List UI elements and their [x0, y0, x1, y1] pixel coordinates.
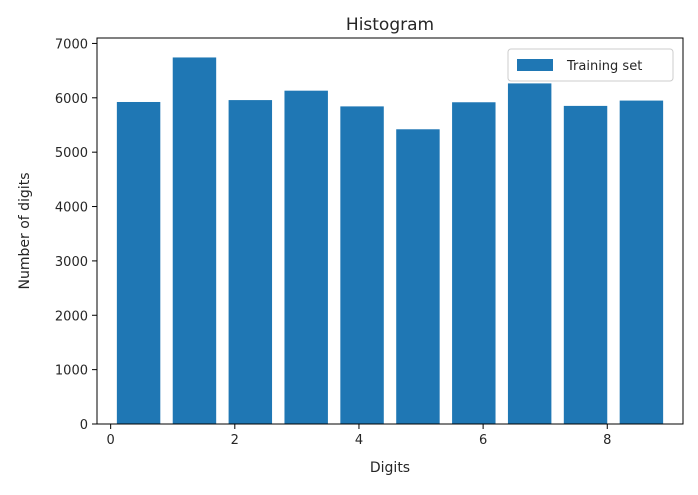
bars-group: [116, 57, 664, 425]
bar-1: [172, 57, 217, 425]
x-axis-label: Digits: [370, 460, 410, 476]
bar-7: [507, 83, 552, 425]
y-tick-label: 5000: [55, 146, 88, 161]
legend-label: Training set: [566, 59, 642, 74]
plot-frame: [96, 37, 684, 425]
legend: Training set: [507, 48, 674, 82]
bar-2: [228, 100, 273, 424]
y-tick-label: 2000: [55, 309, 88, 324]
x-tick-label: 0: [107, 433, 115, 448]
chart-title: Histogram: [346, 15, 434, 35]
y-tick-label: 1000: [55, 364, 88, 379]
y-tick-label: 4000: [55, 201, 88, 216]
y-tick-label: 7000: [55, 37, 88, 52]
x-tick-label: 2: [231, 433, 239, 448]
bar-4: [340, 106, 384, 424]
y-tick-label: 3000: [55, 255, 88, 270]
bar-9: [619, 100, 664, 424]
y-tick-label: 0: [80, 418, 88, 433]
bar-0: [116, 101, 161, 425]
x-tick-label: 4: [355, 433, 363, 448]
y-tick-label: 6000: [55, 92, 88, 107]
legend-box: [507, 48, 674, 82]
x-tick-label: 8: [603, 433, 611, 448]
y-axis-label: Number of digits: [17, 173, 33, 290]
bar-3: [284, 90, 328, 425]
legend-swatch: [517, 59, 553, 71]
bar-6: [452, 102, 496, 424]
y-axis-ticks: 0 1000 2000 3000 4000 5000 6000 7000: [55, 37, 97, 433]
x-axis-ticks: 0 2 4 6 8: [107, 424, 611, 448]
bar-8: [563, 105, 608, 425]
x-tick-label: 6: [479, 433, 487, 448]
bar-5: [396, 129, 440, 424]
